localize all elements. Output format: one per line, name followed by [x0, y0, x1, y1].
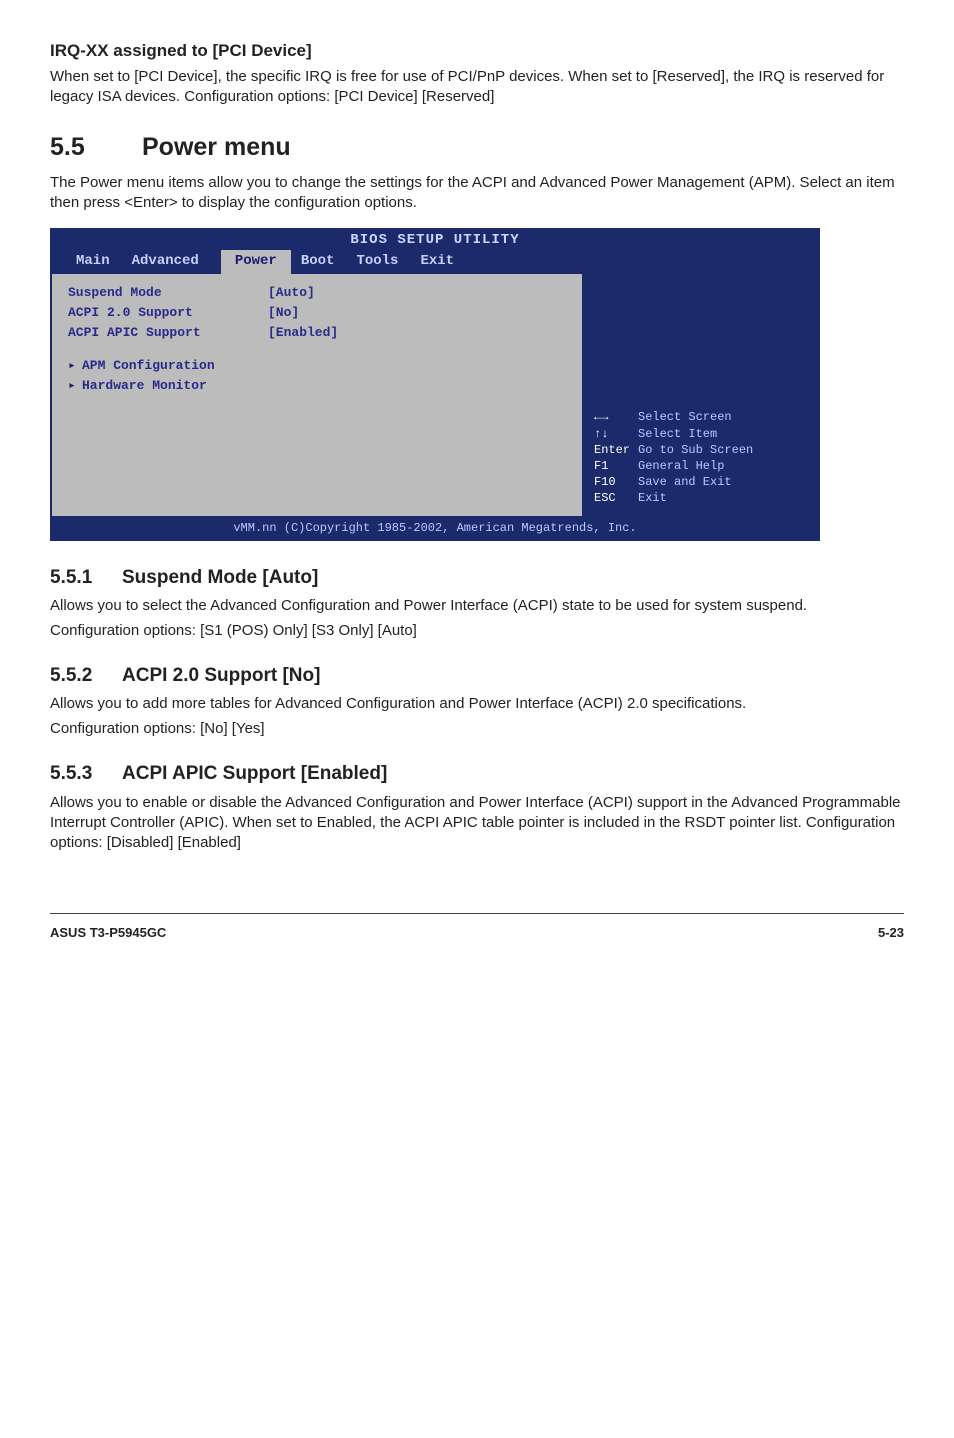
key-desc: General Help: [638, 459, 724, 473]
key: ←→: [594, 409, 638, 425]
bios-screenshot: BIOS SETUP UTILITY Main Advanced Power B…: [50, 228, 820, 541]
bios-row-acpi20[interactable]: ACPI 2.0 Support [No]: [68, 304, 566, 322]
bios-left-panel: Suspend Mode [Auto] ACPI 2.0 Support [No…: [52, 274, 582, 516]
s551-heading: 5.5.1Suspend Mode [Auto]: [50, 565, 904, 591]
bios-tab-main[interactable]: Main: [76, 250, 132, 275]
s551-p2: Configuration options: [S1 (POS) Only] […: [50, 621, 904, 641]
irq-heading: IRQ-XX assigned to [PCI Device]: [50, 40, 904, 63]
key: Enter: [594, 442, 638, 458]
bios-label: ACPI APIC Support: [68, 324, 268, 342]
s552-heading: 5.5.2ACPI 2.0 Support [No]: [50, 663, 904, 689]
bios-title: BIOS SETUP UTILITY: [50, 228, 820, 250]
power-intro: The Power menu items allow you to change…: [50, 173, 904, 214]
key: ESC: [594, 490, 638, 506]
bios-copyright: vMM.nn (C)Copyright 1985-2002, American …: [50, 518, 820, 540]
bios-sub-label: APM Configuration: [82, 357, 215, 375]
bios-tab-advanced[interactable]: Advanced: [132, 250, 221, 275]
key-desc: Exit: [638, 491, 667, 505]
key-desc: Select Item: [638, 427, 717, 441]
bios-right-panel: ←→Select Screen ↑↓Select Item EnterGo to…: [582, 274, 818, 516]
key: ↑↓: [594, 426, 638, 442]
bios-sub-hwmon[interactable]: ▸ Hardware Monitor: [68, 377, 566, 395]
s553-title: ACPI APIC Support [Enabled]: [122, 763, 387, 784]
footer-right: 5-23: [878, 924, 904, 942]
s553-num: 5.5.3: [50, 761, 122, 787]
s551-title: Suspend Mode [Auto]: [122, 567, 318, 588]
power-num: 5.5: [50, 131, 142, 165]
s552-p2: Configuration options: [No] [Yes]: [50, 719, 904, 739]
bios-tab-power[interactable]: Power: [221, 250, 291, 275]
key: F10: [594, 474, 638, 490]
bios-tab-boot[interactable]: Boot: [301, 250, 357, 275]
bios-val: [Enabled]: [268, 324, 338, 342]
s552-p1: Allows you to add more tables for Advanc…: [50, 694, 904, 714]
key-desc: Go to Sub Screen: [638, 443, 753, 457]
key: F1: [594, 458, 638, 474]
bios-tabs: Main Advanced Power Boot Tools Exit: [50, 250, 820, 275]
bios-sub-label: Hardware Monitor: [82, 377, 207, 395]
page-footer: ASUS T3-P5945GC 5-23: [50, 913, 904, 942]
bios-row-suspend[interactable]: Suspend Mode [Auto]: [68, 284, 566, 302]
irq-body: When set to [PCI Device], the specific I…: [50, 67, 904, 108]
bios-tab-exit[interactable]: Exit: [420, 250, 476, 275]
bios-sub-apm[interactable]: ▸ APM Configuration: [68, 357, 566, 375]
bios-tab-tools[interactable]: Tools: [356, 250, 420, 275]
key-desc: Select Screen: [638, 410, 732, 424]
bios-key-legend: ←→Select Screen ↑↓Select Item EnterGo to…: [594, 409, 814, 506]
s551-num: 5.5.1: [50, 565, 122, 591]
bios-val: [No]: [268, 304, 299, 322]
power-title: Power menu: [142, 133, 291, 161]
s553-heading: 5.5.3ACPI APIC Support [Enabled]: [50, 761, 904, 787]
bios-row-apic[interactable]: ACPI APIC Support [Enabled]: [68, 324, 566, 342]
submenu-arrow-icon: ▸: [68, 377, 82, 395]
power-heading: 5.5Power menu: [50, 131, 904, 165]
bios-label: ACPI 2.0 Support: [68, 304, 268, 322]
footer-left: ASUS T3-P5945GC: [50, 924, 166, 942]
bios-label: Suspend Mode: [68, 284, 268, 302]
s552-title: ACPI 2.0 Support [No]: [122, 665, 320, 686]
s552-num: 5.5.2: [50, 663, 122, 689]
key-desc: Save and Exit: [638, 475, 732, 489]
submenu-arrow-icon: ▸: [68, 357, 82, 375]
bios-val: [Auto]: [268, 284, 315, 302]
s553-p1: Allows you to enable or disable the Adva…: [50, 793, 904, 854]
s551-p1: Allows you to select the Advanced Config…: [50, 596, 904, 616]
